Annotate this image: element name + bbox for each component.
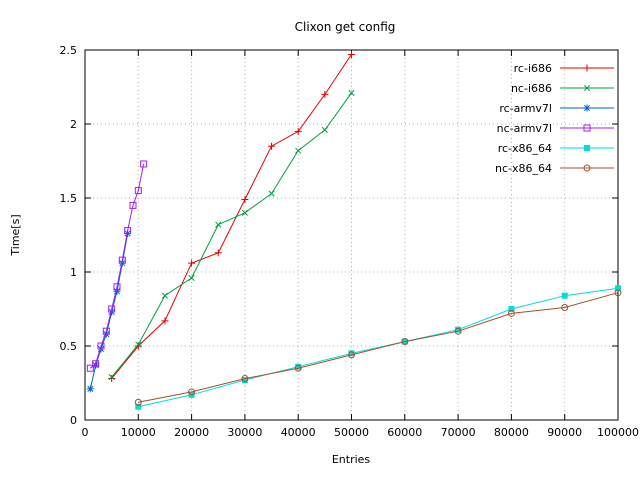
series-nc-armv7l: [86, 160, 148, 372]
legend-label: nc-i686: [511, 82, 552, 95]
legend-label: rc-i686: [514, 62, 552, 75]
plot-area: 0 10000 20000 30000 40000 50000 60000 70000 8000…: [60, 44, 640, 439]
legend-item-rc-i686: rc-i686: [514, 62, 614, 75]
y-tick-label: 0: [70, 414, 77, 427]
x-tick-label: 90000: [547, 426, 582, 439]
x-tick-label: 30000: [227, 426, 262, 439]
legend: rc-i686 nc-i686 rc-armv7l nc-armv7l rc-x86_6…: [495, 62, 614, 175]
legend-item-nc-x86_64: nc-x86_64: [495, 162, 614, 175]
x-tick-label: 50000: [334, 426, 369, 439]
x-tick-label: 60000: [387, 426, 422, 439]
legend-label: nc-x86_64: [495, 162, 552, 175]
x-axis-label: Entries: [332, 453, 371, 466]
y-tick-label: 2: [70, 118, 77, 131]
legend-item-rc-armv7l: rc-armv7l: [499, 102, 614, 115]
x-tick-label: 20000: [174, 426, 209, 439]
legend-label: rc-armv7l: [499, 102, 552, 115]
x-tick-label: 70000: [441, 426, 476, 439]
legend-item-rc-x86_64: rc-x86_64: [498, 142, 614, 155]
x-tick-label: 0: [82, 426, 89, 439]
series-nc-x86_64: [134, 289, 622, 406]
y-tick-label: 2.5: [60, 44, 78, 57]
legend-label: rc-x86_64: [498, 142, 552, 155]
x-tick-label: 10000: [121, 426, 156, 439]
x-tick-label: 80000: [494, 426, 529, 439]
y-axis-label: Time[s]: [9, 214, 22, 256]
series-rc-x86_64: [135, 285, 621, 410]
series-rc-i686: [108, 50, 355, 383]
legend-item-nc-armv7l: nc-armv7l: [497, 122, 614, 135]
y-tick-label: 1: [70, 266, 77, 279]
x-tick-label: 40000: [281, 426, 316, 439]
x-tick-label: 100000: [597, 426, 639, 439]
legend-label: nc-armv7l: [497, 122, 552, 135]
y-tick-label: 1.5: [60, 192, 78, 205]
series-nc-i686: [108, 89, 355, 381]
tick-labels: 0 10000 20000 30000 40000 50000 60000 70000 8000…: [60, 44, 640, 439]
chart-title: Clixon get config: [295, 20, 396, 34]
y-tick-label: 0.5: [60, 340, 78, 353]
legend-item-nc-i686: nc-i686: [511, 82, 614, 95]
